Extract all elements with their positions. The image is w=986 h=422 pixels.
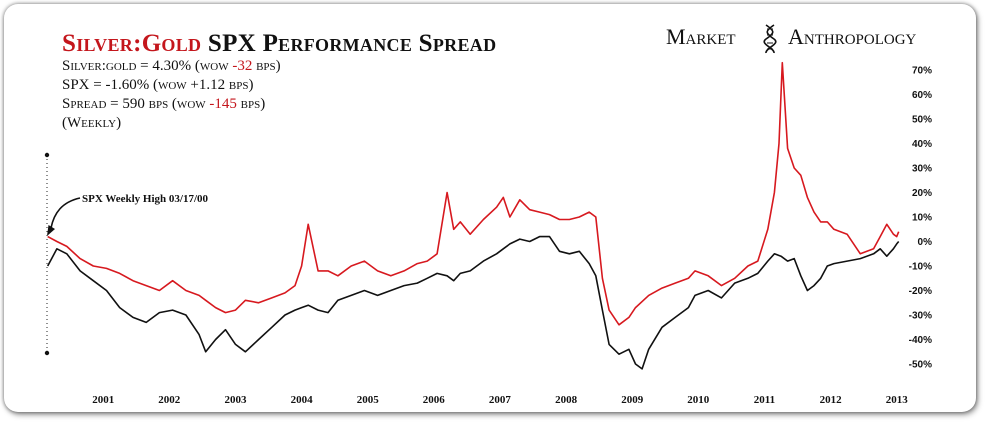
y-tick-label: 40% <box>912 139 932 150</box>
annotation-arrow <box>50 197 81 229</box>
stat-spx: SPX = -1.60% (wow +1.12 bps) <box>62 77 254 93</box>
y-tick-label: 20% <box>912 188 932 199</box>
y-tick-label: 10% <box>912 213 932 224</box>
x-tick-label: 2006 <box>423 394 446 406</box>
stat-silver-gold-prefix: Silver:gold = 4.30% (wow <box>62 58 233 74</box>
x-tick-label: 2012 <box>820 394 843 406</box>
dna-helix-icon <box>763 24 777 54</box>
stat-frequency: (Weekly) <box>62 115 122 131</box>
annotation-arrowhead <box>47 225 55 236</box>
y-tick-label: 50% <box>912 115 932 126</box>
y-tick-label: -40% <box>909 335 932 346</box>
x-axis-ticks: 2001 2002 2003 2004 2005 2006 2007 2008 2009 2010… <box>92 394 908 406</box>
x-tick-label: 2003 <box>225 394 248 406</box>
chart-title: Silver:Gold SPX Performance Spread <box>62 30 496 58</box>
stat-spread-prefix: Spread = 590 bps (wow <box>62 96 210 112</box>
brand-word-market: Market <box>666 24 736 49</box>
y-tick-label: -20% <box>909 286 932 297</box>
stat-spread-suffix: bps) <box>236 96 266 112</box>
x-tick-label: 2001 <box>92 394 114 406</box>
stat-silver-gold-change: -32 <box>232 58 253 74</box>
stat-spread-change: -145 <box>209 96 237 112</box>
y-tick-label: 0% <box>918 237 933 248</box>
series-line-spx <box>46 235 900 370</box>
series-layer <box>46 61 900 370</box>
y-tick-label: 70% <box>912 66 932 77</box>
x-tick-label: 2011 <box>754 394 775 406</box>
annotation-label: SPX Weekly High 03/17/00 <box>82 193 209 205</box>
x-tick-label: 2007 <box>489 394 512 406</box>
x-tick-label: 2009 <box>621 394 644 406</box>
y-tick-label: 30% <box>912 164 932 175</box>
y-tick-label: 60% <box>912 90 932 101</box>
x-tick-label: 2005 <box>357 394 380 406</box>
y-tick-label: -50% <box>909 360 932 371</box>
chart-frame <box>4 4 976 412</box>
stat-silver-gold: Silver:gold = 4.30% (wow -32 bps) <box>62 58 281 75</box>
spx-high-range-marker <box>44 152 50 356</box>
x-tick-label: 2004 <box>291 394 314 406</box>
stat-spread: Spread = 590 bps (wow -145 bps) <box>62 96 265 113</box>
x-tick-label: 2008 <box>555 394 578 406</box>
series-line-silver-gold <box>47 61 900 326</box>
y-tick-label: -10% <box>909 262 932 273</box>
stat-silver-gold-suffix: bps) <box>252 58 281 74</box>
x-tick-label: 2013 <box>886 394 909 406</box>
annotation: SPX Weekly High 03/17/00 <box>47 193 209 236</box>
y-axis-ticks: 70% 60% 50% 40% 30% 20% 10% 0% -10% -20% -30% -40% -… <box>909 66 932 371</box>
brand-word-anthropology: Anthropology <box>788 24 917 49</box>
x-tick-label: 2010 <box>687 394 710 406</box>
title-rest: SPX Performance Spread <box>201 30 497 57</box>
y-tick-label: -30% <box>909 311 932 322</box>
title-silver-gold: Silver:Gold <box>62 30 202 57</box>
x-tick-label: 2002 <box>158 394 181 406</box>
